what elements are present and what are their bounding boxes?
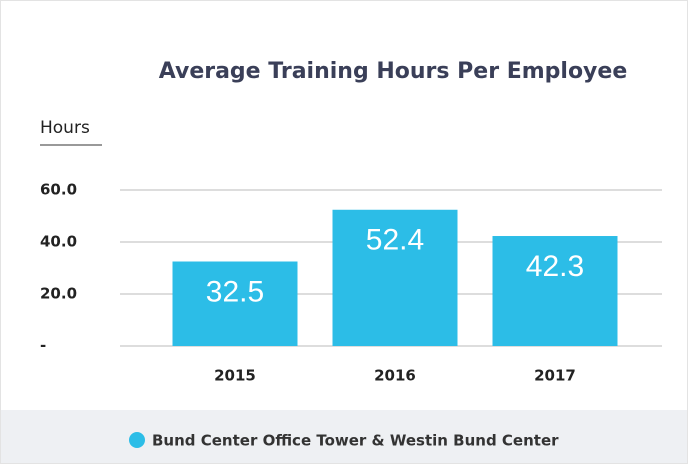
y-tick-label: 20.0 [40, 285, 77, 303]
bar [172, 261, 298, 346]
y-tick-label: 60.0 [40, 181, 77, 199]
y-axis-label: Hours [40, 118, 90, 138]
legend-band [1, 410, 687, 463]
value-label: 32.5 [206, 275, 264, 308]
bar [492, 236, 618, 346]
y-tick-label: 40.0 [40, 233, 77, 251]
x-tick-label: 2017 [534, 367, 576, 385]
legend-swatch [129, 432, 145, 448]
x-tick-label: 2015 [214, 367, 256, 385]
y-tick-label: - [40, 337, 46, 355]
value-label: 42.3 [526, 250, 584, 283]
x-tick-label: 2016 [374, 367, 416, 385]
bar [332, 209, 458, 346]
value-label: 52.4 [366, 224, 424, 257]
legend-label: Bund Center Office Tower & Westin Bund C… [152, 432, 559, 450]
chart-title: Average Training Hours Per Employee [159, 59, 628, 84]
